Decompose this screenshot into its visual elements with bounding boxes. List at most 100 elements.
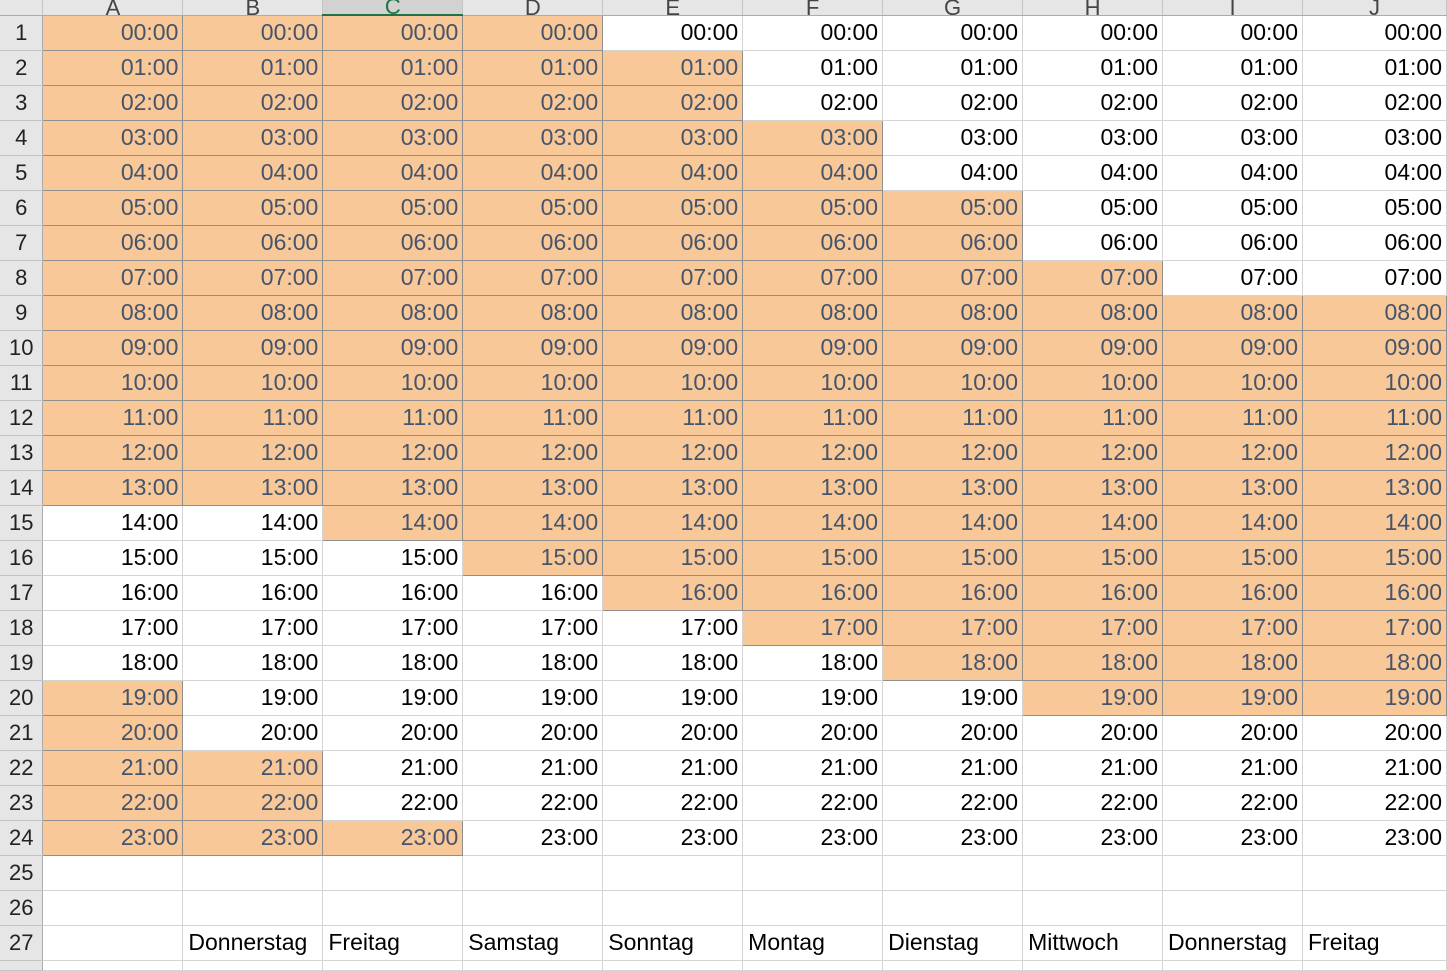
time-cell[interactable]: 21:00 bbox=[742, 750, 884, 786]
time-cell[interactable]: 16:00 bbox=[602, 575, 744, 611]
time-cell[interactable]: 22:00 bbox=[1162, 785, 1303, 821]
time-cell[interactable]: 14:00 bbox=[462, 505, 604, 541]
empty-cell[interactable] bbox=[1162, 960, 1303, 971]
time-cell[interactable]: 03:00 bbox=[1302, 120, 1447, 156]
time-cell[interactable]: 03:00 bbox=[42, 120, 184, 156]
time-cell[interactable]: 06:00 bbox=[1022, 225, 1164, 261]
time-cell[interactable]: 22:00 bbox=[882, 785, 1024, 821]
time-cell[interactable]: 07:00 bbox=[322, 260, 464, 296]
day-label-cell[interactable]: Sonntag bbox=[602, 925, 744, 961]
time-cell[interactable]: 23:00 bbox=[882, 820, 1024, 856]
row-header-12[interactable]: 12 bbox=[0, 400, 44, 436]
empty-cell[interactable] bbox=[1302, 960, 1447, 971]
time-cell[interactable]: 14:00 bbox=[42, 505, 184, 541]
time-cell[interactable]: 11:00 bbox=[1302, 400, 1447, 436]
time-cell[interactable]: 07:00 bbox=[42, 260, 184, 296]
time-cell[interactable]: 13:00 bbox=[1162, 470, 1303, 506]
column-header-a[interactable]: A bbox=[42, 0, 184, 16]
time-cell[interactable]: 17:00 bbox=[1302, 610, 1447, 646]
time-cell[interactable]: 08:00 bbox=[182, 295, 324, 331]
empty-cell[interactable] bbox=[462, 890, 604, 926]
time-cell[interactable]: 06:00 bbox=[182, 225, 324, 261]
time-cell[interactable]: 00:00 bbox=[462, 15, 604, 51]
time-cell[interactable]: 05:00 bbox=[42, 190, 184, 226]
row-header-6[interactable]: 6 bbox=[0, 190, 44, 226]
day-label-cell[interactable]: Mittwoch bbox=[1022, 925, 1164, 961]
time-cell[interactable]: 13:00 bbox=[882, 470, 1024, 506]
time-cell[interactable]: 02:00 bbox=[322, 85, 464, 121]
time-cell[interactable]: 16:00 bbox=[1162, 575, 1303, 611]
time-cell[interactable]: 02:00 bbox=[742, 85, 884, 121]
time-cell[interactable]: 15:00 bbox=[322, 540, 464, 576]
time-cell[interactable]: 22:00 bbox=[462, 785, 604, 821]
time-cell[interactable]: 01:00 bbox=[1022, 50, 1164, 86]
time-cell[interactable]: 21:00 bbox=[1162, 750, 1303, 786]
time-cell[interactable]: 21:00 bbox=[882, 750, 1024, 786]
time-cell[interactable]: 02:00 bbox=[602, 85, 744, 121]
time-cell[interactable]: 09:00 bbox=[322, 330, 464, 366]
time-cell[interactable]: 15:00 bbox=[1302, 540, 1447, 576]
time-cell[interactable]: 18:00 bbox=[1022, 645, 1164, 681]
time-cell[interactable]: 02:00 bbox=[1022, 85, 1164, 121]
time-cell[interactable]: 21:00 bbox=[602, 750, 744, 786]
row-header-15[interactable]: 15 bbox=[0, 505, 44, 541]
time-cell[interactable]: 19:00 bbox=[42, 680, 184, 716]
time-cell[interactable]: 00:00 bbox=[42, 15, 184, 51]
day-label-cell[interactable] bbox=[42, 925, 184, 961]
row-header-22[interactable]: 22 bbox=[0, 750, 44, 786]
time-cell[interactable]: 08:00 bbox=[742, 295, 884, 331]
empty-cell[interactable] bbox=[882, 960, 1024, 971]
time-cell[interactable]: 13:00 bbox=[462, 470, 604, 506]
time-cell[interactable]: 18:00 bbox=[42, 645, 184, 681]
empty-cell[interactable] bbox=[602, 890, 744, 926]
time-cell[interactable]: 17:00 bbox=[882, 610, 1024, 646]
row-header-14[interactable]: 14 bbox=[0, 470, 44, 506]
empty-cell[interactable] bbox=[42, 960, 184, 971]
time-cell[interactable]: 06:00 bbox=[1302, 225, 1447, 261]
time-cell[interactable]: 00:00 bbox=[1022, 15, 1164, 51]
row-header-10[interactable]: 10 bbox=[0, 330, 44, 366]
row-header-2[interactable]: 2 bbox=[0, 50, 44, 86]
empty-cell[interactable] bbox=[1302, 855, 1447, 891]
time-cell[interactable]: 09:00 bbox=[1022, 330, 1164, 366]
row-header-19[interactable]: 19 bbox=[0, 645, 44, 681]
time-cell[interactable]: 20:00 bbox=[182, 715, 324, 751]
time-cell[interactable]: 14:00 bbox=[742, 505, 884, 541]
row-header-16[interactable]: 16 bbox=[0, 540, 44, 576]
row-header-25[interactable]: 25 bbox=[0, 855, 44, 891]
time-cell[interactable]: 12:00 bbox=[182, 435, 324, 471]
time-cell[interactable]: 09:00 bbox=[742, 330, 884, 366]
time-cell[interactable]: 08:00 bbox=[42, 295, 184, 331]
time-cell[interactable]: 04:00 bbox=[602, 155, 744, 191]
empty-cell[interactable] bbox=[1162, 890, 1303, 926]
row-header-20[interactable]: 20 bbox=[0, 680, 44, 716]
column-header-j[interactable]: J bbox=[1302, 0, 1447, 16]
time-cell[interactable]: 10:00 bbox=[462, 365, 604, 401]
time-cell[interactable]: 06:00 bbox=[1162, 225, 1303, 261]
time-cell[interactable]: 00:00 bbox=[742, 15, 884, 51]
time-cell[interactable]: 18:00 bbox=[1302, 645, 1447, 681]
time-cell[interactable]: 09:00 bbox=[602, 330, 744, 366]
time-cell[interactable]: 00:00 bbox=[1302, 15, 1447, 51]
time-cell[interactable]: 19:00 bbox=[182, 680, 324, 716]
time-cell[interactable]: 16:00 bbox=[742, 575, 884, 611]
time-cell[interactable]: 07:00 bbox=[1302, 260, 1447, 296]
time-cell[interactable]: 03:00 bbox=[322, 120, 464, 156]
time-cell[interactable]: 01:00 bbox=[1162, 50, 1303, 86]
time-cell[interactable]: 08:00 bbox=[462, 295, 604, 331]
time-cell[interactable]: 02:00 bbox=[462, 85, 604, 121]
time-cell[interactable]: 05:00 bbox=[462, 190, 604, 226]
time-cell[interactable]: 06:00 bbox=[882, 225, 1024, 261]
time-cell[interactable]: 06:00 bbox=[742, 225, 884, 261]
empty-cell[interactable] bbox=[182, 960, 324, 971]
time-cell[interactable]: 02:00 bbox=[882, 85, 1024, 121]
time-cell[interactable]: 13:00 bbox=[602, 470, 744, 506]
time-cell[interactable]: 11:00 bbox=[742, 400, 884, 436]
time-cell[interactable]: 01:00 bbox=[742, 50, 884, 86]
empty-cell[interactable] bbox=[42, 890, 184, 926]
empty-cell[interactable] bbox=[322, 960, 464, 971]
time-cell[interactable]: 22:00 bbox=[602, 785, 744, 821]
time-cell[interactable]: 16:00 bbox=[182, 575, 324, 611]
time-cell[interactable]: 20:00 bbox=[42, 715, 184, 751]
time-cell[interactable]: 01:00 bbox=[42, 50, 184, 86]
